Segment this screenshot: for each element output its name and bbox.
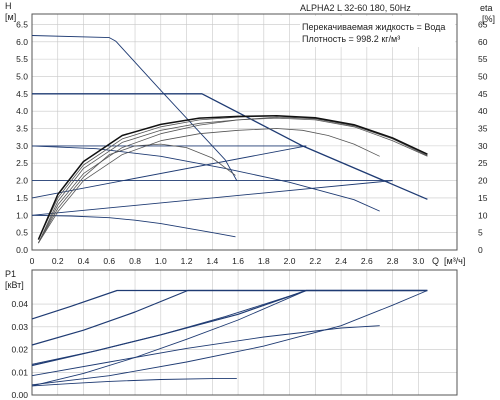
efficiency-curve — [38, 143, 236, 244]
power-curve — [31, 325, 380, 377]
x-tick-label: 2.0 — [284, 256, 296, 266]
eta-tick-label: 50 — [478, 71, 488, 81]
power-tick-label: 0.01 — [11, 367, 28, 377]
eta-axis-unit: [%] — [482, 14, 495, 24]
power-tick-label: 0.04 — [11, 299, 28, 309]
efficiency-curve — [38, 128, 380, 244]
power-plot-frame — [31, 269, 458, 396]
eta-tick-label: 45 — [478, 89, 488, 99]
head-tick-label: 5.0 — [16, 71, 28, 81]
x-tick-label: 2.8 — [387, 256, 399, 266]
eta-tick-label: 30 — [478, 141, 488, 151]
head-tick-label: 1.5 — [16, 193, 28, 203]
eta-tick-label: 0 — [478, 245, 483, 255]
efficiency-curve — [37, 114, 428, 240]
x-tick-label: 2.2 — [309, 256, 321, 266]
eta-tick-label: 5 — [478, 228, 483, 238]
power-axis-label: P1 — [5, 269, 16, 279]
chart-title: ALPHA2 L 32-60 180, 50Hz — [300, 3, 411, 13]
power-curve — [31, 290, 307, 387]
power-tick-label: 0.00 — [11, 390, 28, 400]
efficiency-curve — [38, 117, 428, 244]
x-tick-label: 3.0 — [412, 256, 424, 266]
head-plot-frame — [31, 13, 458, 251]
head-tick-label: 6.5 — [16, 19, 28, 29]
head-curve — [31, 145, 380, 212]
power-tick-label: 0.03 — [11, 322, 28, 332]
head-curve — [32, 93, 428, 200]
head-curve — [31, 180, 393, 216]
head-curve — [31, 214, 236, 238]
eta-tick-label: 40 — [478, 106, 488, 116]
power-curve — [31, 290, 428, 386]
power-curves — [31, 289, 428, 387]
x-tick-label: 1.4 — [206, 256, 218, 266]
x-tick-label: 2.6 — [361, 256, 373, 266]
head-tick-label: 4.5 — [16, 89, 28, 99]
head-tick-label: 4.0 — [16, 106, 28, 116]
head-tick-label: 0.5 — [16, 228, 28, 238]
eta-tick-label: 35 — [478, 124, 488, 134]
x-tick-label: 0.6 — [103, 256, 115, 266]
head-tick-label: 3.5 — [16, 124, 28, 134]
x-tick-label: 1.0 — [155, 256, 167, 266]
head-tick-label: 2.5 — [16, 158, 28, 168]
eta-tick-label: 20 — [478, 176, 488, 186]
x-tick-label: 2.4 — [335, 256, 347, 266]
info-box-background — [300, 16, 455, 47]
head-gridlines — [31, 14, 457, 251]
eta-tick-label: 55 — [478, 54, 488, 64]
power-curve — [31, 289, 428, 367]
power-curve — [31, 289, 428, 320]
head-curve — [31, 35, 238, 181]
x-tick-label: 1.2 — [181, 256, 193, 266]
x-tick-label: 0.8 — [129, 256, 141, 266]
eta-tick-label: 15 — [478, 193, 488, 203]
x-tick-label: 0.4 — [78, 256, 90, 266]
x-tick-label: 0 — [30, 256, 35, 266]
head-tick-label: 2.0 — [16, 176, 28, 186]
head-tick-label: 6.0 — [16, 37, 28, 47]
fluid-annotation: Перекачиваемая жидкость = Вода — [302, 22, 445, 32]
efficiency-curve — [38, 115, 428, 240]
flow-axis-unit: [м³/ч] — [444, 256, 465, 266]
eta-axis-label: eta — [480, 3, 493, 13]
power-curve — [31, 377, 237, 387]
x-tick-label: 0.2 — [52, 256, 64, 266]
power-axis-unit: [кВт] — [5, 280, 24, 290]
head-axis-unit: [м] — [5, 12, 16, 22]
head-curves — [31, 35, 428, 244]
tick-labels: 0 0.2 0.4 0.6 0.8 1.0 1.2 1.4 1.6 1.8 2.0 2.2 2.4 2.6… — [11, 19, 487, 400]
x-tick-label: 1.8 — [258, 256, 270, 266]
power-gridlines — [31, 270, 457, 396]
power-tick-label: 0.02 — [11, 345, 28, 355]
head-curve — [31, 145, 307, 199]
efficiency-curve — [38, 116, 428, 244]
eta-tick-label: 10 — [478, 210, 488, 220]
eta-tick-label: 60 — [478, 37, 488, 47]
eta-tick-label: 65 — [478, 19, 488, 29]
density-annotation: Плотность = 998.2 кг/м³ — [302, 34, 400, 44]
head-tick-label: 1.0 — [16, 210, 28, 220]
head-tick-label: 3.0 — [16, 141, 28, 151]
x-tick-label: 1.6 — [232, 256, 244, 266]
head-tick-label: 0.0 — [16, 245, 28, 255]
head-tick-label: 5.5 — [16, 54, 28, 64]
eta-tick-label: 25 — [478, 158, 488, 168]
head-axis-label: H — [5, 1, 12, 11]
flow-axis-label: Q — [432, 256, 439, 266]
